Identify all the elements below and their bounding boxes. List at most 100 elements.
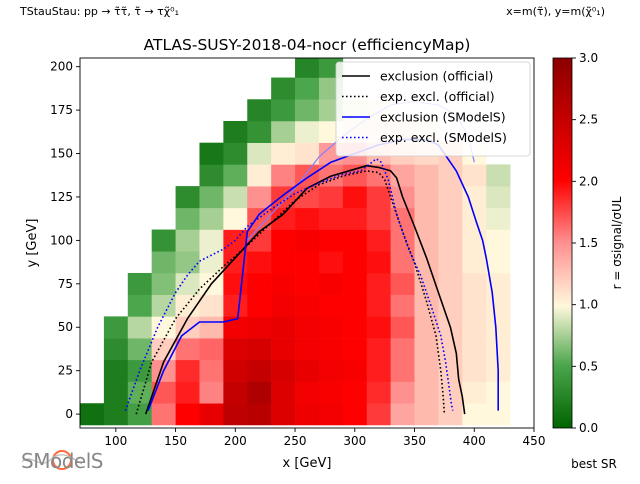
y-tick-label: 0 [65,407,73,421]
x-axis-ticks: 100 150 200 250 300 350 400 450 [104,428,545,448]
heatmap-cell [462,207,487,230]
heatmap-cell [223,120,248,143]
heatmap-cell [247,359,272,382]
heatmap-cell [223,251,248,274]
heatmap-cell [318,186,344,209]
heatmap-cell [295,251,320,274]
heatmap-cell [414,251,439,274]
legend-label: exclusion (SModelS) [380,110,506,125]
heatmap-cell [414,229,439,252]
x-tick-label: 300 [343,434,366,448]
heatmap-cell [486,294,511,317]
colorbar-tick-label: 1.5 [579,236,598,250]
heatmap-cell [342,403,368,426]
heatmap-cell [247,229,272,252]
heatmap-cell [486,186,511,209]
heatmap-cell [342,186,368,209]
heatmap-cell [271,207,296,230]
heatmap-cell [271,77,296,100]
heatmap-cell [342,316,368,339]
heatmap-cell [247,186,272,209]
series-line [124,158,454,411]
heatmap-cell [462,186,487,209]
heatmap-cell [438,294,463,317]
plot-frame [79,57,535,429]
heatmap-cell [462,164,487,187]
heatmap-cell [295,403,320,426]
heatmap-cell [486,251,511,274]
heatmap-cell [366,251,391,274]
heatmap-cell [223,142,248,165]
heatmap-cell [247,294,272,317]
heatmap-cell [271,359,296,382]
heatmap-cell [366,294,391,317]
heatmap-cell [247,120,272,143]
x-tick-label: 250 [284,434,307,448]
heatmap-cell [366,272,391,295]
heatmap-cell [414,207,439,230]
heatmap-cell [175,207,200,230]
heatmap-cell [414,164,439,187]
heatmap-cell [175,381,200,404]
colorbar-ticks: 0.0 0.5 1.0 1.5 2.0 2.5 3.0 [572,51,598,435]
y-tick-label: 50 [58,320,73,334]
heatmap-cell [462,272,487,295]
heatmap-cell [342,229,368,252]
colorbar-tick-label: 2.5 [579,113,598,127]
heatmap-cell [175,272,200,295]
chart-title: ATLAS-SUSY-2018-04-nocr (efficiencyMap) [144,36,471,54]
heatmap-cell [175,359,200,382]
best-sr-label: best SR [571,457,617,471]
heatmap-cell [247,272,272,295]
colorbar-tick-label: 3.0 [579,51,598,65]
heatmap-cell [223,338,248,361]
x-tick-label: 100 [104,434,127,448]
heatmap-cell [199,251,224,274]
heatmap-cell [247,99,272,122]
heatmap-cell [175,316,200,339]
y-tick-label: 100 [50,233,73,247]
heatmap-cell [295,77,320,100]
heatmap-cell [271,229,296,252]
heatmap-cell [127,359,152,382]
heatmap-cell [199,316,224,339]
heatmap-cell [342,251,368,274]
process-label: TStauStau: pp → τ̃τ̃, τ̃ → τχ̃⁰₁ [19,5,179,18]
heatmap-cell [462,338,487,361]
heatmap-cell [486,207,511,230]
heatmap-cells [80,58,511,426]
heatmap-cell [199,186,224,209]
heatmap-cell [486,164,511,187]
heatmap-cell [247,338,272,361]
heatmap-cell [295,272,320,295]
logo-orbit [52,450,72,470]
heatmap-cell [438,251,463,274]
heatmap-cell [438,229,463,252]
heatmap-cell [127,294,152,317]
heatmap-cell [271,251,296,274]
heatmap-cell [318,381,344,404]
heatmap-cell [342,164,368,187]
heatmap-cell [127,403,152,426]
heatmap-cell [390,338,415,361]
heatmap-cell [486,338,511,361]
heatmap-cell [414,272,439,295]
heatmap-cell [151,251,176,274]
heatmap-cell [199,164,224,187]
x-tick-label: 450 [523,434,546,448]
heatmap-cell [175,403,200,426]
heatmap-cell [462,359,487,382]
heatmap-cell [223,186,248,209]
heatmap-cell [295,120,320,143]
heatmap-cell [390,294,415,317]
heatmap-cell [295,294,320,317]
heatmap-cell [486,403,511,426]
heatmap-cell [127,381,152,404]
legend-label: exp. excl. (SModelS) [380,130,507,145]
heatmap-cell [462,251,487,274]
heatmap-cell [103,359,129,382]
y-tick-label: 175 [50,103,73,117]
heatmap-cell [414,403,439,426]
series-line [144,164,466,415]
heatmap-cell [271,164,296,187]
